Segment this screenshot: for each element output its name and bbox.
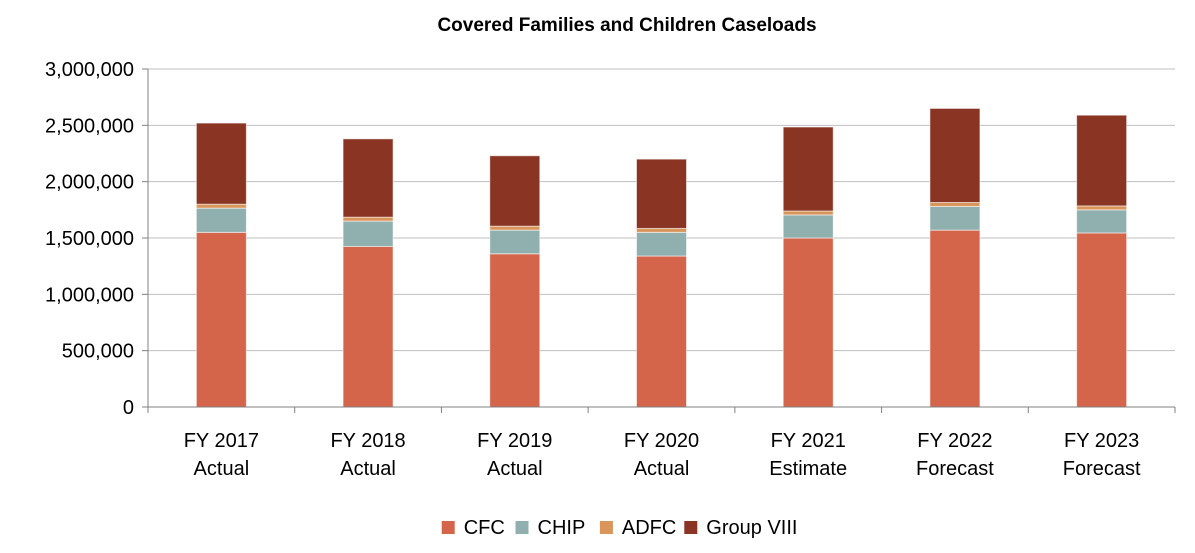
bar-segment-group-viii — [636, 158, 687, 229]
y-tick-label: 2,500,000 — [45, 115, 134, 137]
legend-label: CFC — [464, 517, 505, 539]
y-tick-label: 1,000,000 — [45, 284, 134, 306]
bar-segment-group-viii — [195, 122, 247, 205]
x-tick-label: FY 2017 Actual — [184, 430, 259, 480]
x-tick-label: FY 2023 Forecast — [1063, 430, 1141, 480]
bar-segment-cfc — [929, 229, 981, 408]
axes — [142, 68, 1176, 413]
bar-segment-cfc — [782, 237, 834, 408]
bar-segment-group-viii — [342, 138, 394, 218]
bar-segment-cfc — [636, 255, 687, 408]
legend-swatch-adfc — [599, 521, 613, 534]
bar-segment-cfc — [342, 245, 394, 408]
bar-segment-chip — [782, 214, 834, 239]
y-axis-ticks: 0 500,000 1,000,000 1,500,000 2,000,000 2,500… — [45, 59, 134, 419]
y-tick-label: 3,000,000 — [45, 59, 134, 81]
y-tick-label: 2,000,000 — [45, 172, 134, 194]
bar-segment-cfc — [489, 253, 541, 408]
bar-segment-group-viii — [1076, 114, 1128, 207]
legend: CFC CHIP ADFC Group VIII — [441, 517, 797, 539]
bar-segment-adfc — [195, 203, 247, 209]
bar-segment-adfc — [636, 227, 687, 233]
legend-swatch-chip — [515, 521, 529, 534]
x-tick-label: FY 2019 Actual — [477, 430, 552, 480]
legend-swatch-group-viii — [684, 521, 698, 534]
bar-segment-cfc — [1076, 232, 1128, 408]
bar-segment-chip — [1076, 209, 1128, 234]
y-tick-label: 500,000 — [62, 341, 134, 363]
bar-segment-adfc — [342, 216, 394, 222]
y-tick-label: 0 — [123, 397, 134, 419]
bar-segment-cfc — [195, 231, 247, 408]
bar-segment-adfc — [489, 225, 541, 231]
x-tick-label: FY 2018 Actual — [330, 430, 405, 480]
legend-label: Group VIII — [706, 517, 797, 539]
bar-segment-adfc — [782, 210, 834, 216]
bar-segment-chip — [489, 229, 541, 255]
bar-segment-chip — [636, 231, 687, 257]
chart-title: Covered Families and Children Caseloads — [437, 15, 816, 36]
bar-segment-group-viii — [782, 126, 834, 212]
legend-label: ADFC — [622, 517, 676, 539]
x-tick-label: FY 2022 Forecast — [916, 430, 994, 480]
bar-segment-adfc — [929, 202, 981, 207]
legend-swatch-cfc — [441, 521, 455, 534]
x-tick-label: FY 2021 Estimate — [769, 430, 847, 480]
x-tick-label: FY 2020 Actual — [624, 430, 699, 480]
bar-segment-group-viii — [929, 107, 981, 204]
y-tick-label: 1,500,000 — [45, 228, 134, 250]
bar-segment-chip — [195, 207, 247, 233]
bar-segment-chip — [929, 205, 981, 231]
x-axis-ticks: FY 2017 Actual FY 2018 Actual FY 2019 Actual F… — [184, 430, 1141, 480]
bar-segment-chip — [342, 220, 394, 247]
legend-label: CHIP — [538, 517, 586, 539]
bar-segment-group-viii — [489, 155, 541, 227]
bar-segment-adfc — [1076, 205, 1128, 211]
bars — [195, 107, 1128, 408]
